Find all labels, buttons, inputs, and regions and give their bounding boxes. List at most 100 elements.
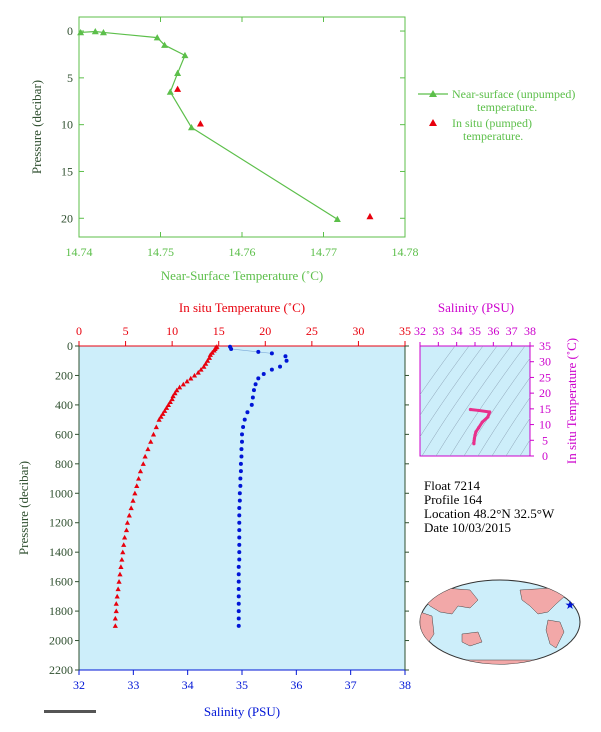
profile-plot-area [79,346,405,670]
density-contour [435,346,512,456]
near-surface-chart: 14.74 14.75 14.76 14.77 14.78 0 5 10 15 20 Near-S… [29,16,575,283]
temperature-point [201,364,207,369]
temp-tick-label: 25 [306,324,318,338]
temperature-point [170,393,176,399]
ts-xtick-label: 37 [506,324,518,338]
temperature-point [163,405,170,410]
temperature-point [169,396,175,402]
profile-top-xlabel: In situ Temperature (˚C) [179,300,305,315]
world-map: ★ [419,579,581,665]
ts-ytick-label: 10 [539,418,551,432]
temperature-point [153,424,159,430]
temperature-point [124,520,131,525]
salinity-point [269,351,274,356]
temp-tick-label: 15 [213,324,225,338]
temperature-point [148,439,154,444]
temperature-point [122,534,128,540]
profile-ylabel: Pressure (decibar) [16,461,31,555]
salinity-point [240,439,244,444]
top-ylabel: Pressure (decibar) [29,80,44,174]
pumped-point [196,120,204,127]
temperature-point [207,352,213,357]
unpumped-point [91,28,99,35]
temp-tick-label: 30 [352,324,364,338]
temperature-point [198,366,204,372]
salinity-point [245,410,250,415]
unpumped-point [77,28,85,36]
salinity-point [256,376,261,381]
pressure-tick-label: 0 [67,339,73,353]
temperature-point [118,564,124,569]
temperature-point [203,361,209,366]
salinity-point [237,542,242,547]
salinity-point [237,528,242,533]
pressure-tick-label: 1600 [49,575,73,589]
ts-ytick-label: 30 [539,355,551,369]
ts-point [486,415,490,419]
pressure-tick-label: 600 [55,427,73,441]
density-contour [420,346,470,416]
ts-xtick-label: 35 [469,324,481,338]
temperature-point [117,571,123,577]
salinity-point [236,609,241,614]
top-ytick-label: 0 [67,24,73,38]
temperature-point [174,387,180,393]
pressure-tick-label: 1400 [49,545,73,559]
top-ytick-label: 15 [61,164,73,178]
temperature-point [145,446,151,452]
temperature-point [140,461,146,466]
density-contour [463,357,530,456]
salinity-point [251,388,256,393]
temperature-point [158,414,164,419]
salinity-point [238,476,243,481]
ts-xtick-label: 33 [432,324,444,338]
top-plot-frame [78,16,406,238]
float-location-star: ★ [565,598,576,612]
temperature-point [112,623,118,628]
ts-point [472,442,476,446]
salinity-point [237,513,242,518]
salinity-tick-label: 36 [290,678,302,692]
ts-ytick-label: 35 [539,339,551,353]
temperature-point [180,381,186,387]
salinity-point [229,346,234,351]
ts-point [473,433,477,437]
top-legend: Near-surface (unpumped) temperature. In … [418,87,575,143]
density-contour [421,346,498,456]
salinity-point [237,498,242,503]
salinity-point [236,594,241,599]
salinity-point [284,358,289,363]
temperature-point [167,399,173,405]
salinity-point [238,483,243,488]
unpumped-point [333,215,341,223]
profile-axis-ticks: 0 5 10 15 20 25 30 35 32 33 34 35 36 37 38 0 200 400 600 80… [49,324,411,692]
temperature-point [114,593,120,599]
salinity-point [236,616,241,621]
temperature-point [160,411,166,416]
ts-point [472,436,477,440]
salinity-point [236,587,241,591]
temperature-point [150,431,157,437]
temperature-point [120,549,126,555]
float-info: Float 7214 Profile 164 Location 48.2°N 3… [424,478,555,535]
salinity-point [253,382,258,387]
ts-ytick-label: 20 [539,386,551,400]
top-ytick-label: 10 [61,118,73,132]
salinity-tick-label: 35 [236,678,248,692]
temperature-point [156,417,162,422]
ts-point [480,420,484,424]
top-xtick-label: 14.74 [66,245,93,259]
salinity-point [241,425,246,429]
temperature-point [123,527,130,533]
temperature-point [191,372,198,378]
salinity-point [236,579,241,584]
temperature-point [176,384,183,390]
temp-tick-label: 0 [76,324,82,338]
salinity-point [256,349,261,354]
salinity-point [249,402,254,407]
land-south-america [545,619,565,649]
ts-ytick-label: 5 [542,433,548,447]
temperature-point [132,490,138,496]
